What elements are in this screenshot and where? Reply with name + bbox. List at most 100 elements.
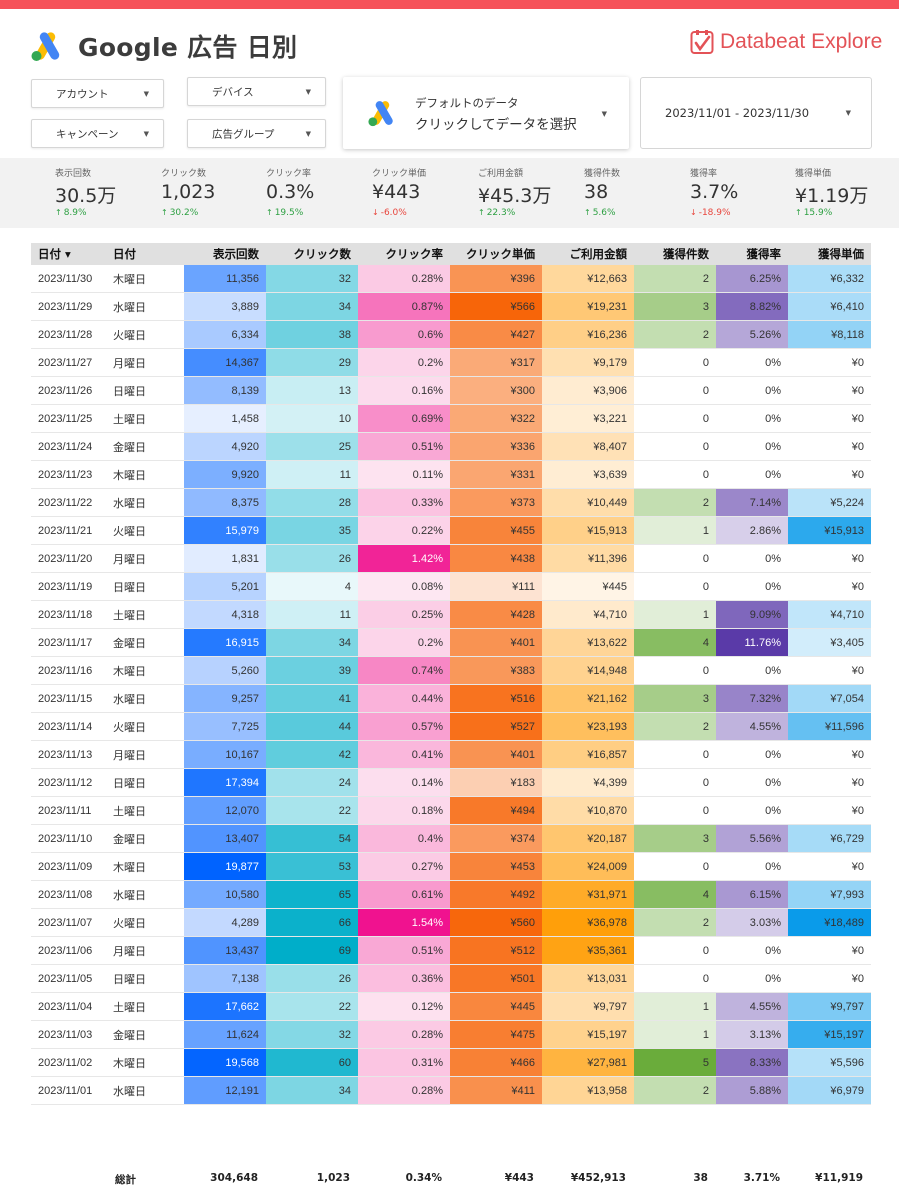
cell-conv: 0 (634, 404, 716, 433)
cell-weekday: 木曜日 (106, 656, 184, 685)
cell-cost: ¥14,948 (542, 656, 634, 685)
cell-cpa: ¥0 (788, 740, 871, 769)
cell-imp: 19,877 (184, 852, 266, 881)
cell-cpc: ¥512 (450, 936, 542, 965)
header-weekday: 日付 (106, 243, 184, 265)
cell-cpa: ¥0 (788, 572, 871, 601)
brand-logo: Databeat Explore (690, 29, 882, 55)
cell-cpa: ¥9,797 (788, 992, 871, 1021)
cell-date: 2023/11/17 (31, 628, 106, 657)
cell-imp: 5,260 (184, 656, 266, 685)
cell-conv: 0 (634, 432, 716, 461)
ad-group-filter[interactable]: 広告グループ ▼ (187, 119, 326, 148)
cell-cvr: 3.03% (716, 908, 788, 937)
totals-conversions: 38 (693, 1172, 708, 1184)
cell-weekday: 火曜日 (106, 320, 184, 349)
header-date-sort[interactable]: 日付 ▾ (31, 243, 106, 265)
cell-ctr: 0.25% (358, 600, 450, 629)
daily-table: 日付 ▾ 日付 表示回数 クリック数 クリック率 クリック単価 ご利用金額 獲得件数 獲得率 獲得… (31, 243, 871, 1105)
kpi-label: 獲得率 (690, 169, 718, 179)
cell-ctr: 0.18% (358, 796, 450, 825)
cell-weekday: 水曜日 (106, 488, 184, 517)
cell-cpc: ¥453 (450, 852, 542, 881)
cell-conv: 1 (634, 992, 716, 1021)
data-source-selector[interactable]: デフォルトのデータ クリックしてデータを選択 ▼ (343, 77, 629, 149)
cell-clk: 65 (266, 880, 358, 909)
table-row: 2023/11/28 火曜日 6,334 38 0.6% ¥427 ¥16,236 2 5.26… (31, 320, 871, 349)
cell-date: 2023/11/05 (31, 964, 106, 993)
cell-conv: 3 (634, 292, 716, 321)
cell-weekday: 木曜日 (106, 1048, 184, 1077)
cell-conv: 2 (634, 488, 716, 517)
cell-date: 2023/11/11 (31, 796, 106, 825)
table-row: 2023/11/07 火曜日 4,289 66 1.54% ¥560 ¥36,978 2 3.0… (31, 908, 871, 937)
cell-conv: 0 (634, 852, 716, 881)
kpi-delta-value: -6.0% (380, 208, 407, 218)
cell-imp: 14,367 (184, 348, 266, 377)
cell-cpa: ¥5,224 (788, 488, 871, 517)
table-row: 2023/11/25 土曜日 1,458 10 0.69% ¥322 ¥3,221 0 0% ¥0 (31, 404, 871, 433)
cell-cost: ¥445 (542, 572, 634, 601)
cell-ctr: 0.11% (358, 460, 450, 489)
brand-name: Databeat Explore (720, 30, 883, 53)
data-source-prompt: クリックしてデータを選択 (415, 117, 577, 133)
cell-weekday: 金曜日 (106, 628, 184, 657)
account-filter[interactable]: アカウント ▼ (31, 79, 164, 108)
kpi-scorecards (0, 158, 899, 228)
kpi-delta: ↑ 8.9% (55, 208, 160, 218)
cell-imp: 10,580 (184, 880, 266, 909)
table-row: 2023/11/02 木曜日 19,568 60 0.31% ¥466 ¥27,981 5 8.… (31, 1048, 871, 1077)
cell-conv: 0 (634, 768, 716, 797)
cell-date: 2023/11/22 (31, 488, 106, 517)
table-row: 2023/11/09 木曜日 19,877 53 0.27% ¥453 ¥24,009 0 0%… (31, 852, 871, 881)
cell-cost: ¥19,231 (542, 292, 634, 321)
cell-imp: 11,624 (184, 1020, 266, 1049)
table-row: 2023/11/27 月曜日 14,367 29 0.2% ¥317 ¥9,179 0 0% ¥0 (31, 348, 871, 377)
cell-cvr: 8.82% (716, 292, 788, 321)
cell-cpa: ¥7,054 (788, 684, 871, 713)
totals-cost: ¥452,913 (570, 1172, 626, 1184)
cell-cpc: ¥466 (450, 1048, 542, 1077)
cell-cpc: ¥428 (450, 600, 542, 629)
cell-ctr: 0.16% (358, 376, 450, 405)
cell-clk: 29 (266, 348, 358, 377)
date-range-picker[interactable]: 2023/11/01 - 2023/11/30 ▼ (640, 77, 872, 149)
cell-conv: 1 (634, 600, 716, 629)
cell-ctr: 0.28% (358, 1076, 450, 1105)
cell-cost: ¥4,399 (542, 768, 634, 797)
table-row: 2023/11/21 火曜日 15,979 35 0.22% ¥455 ¥15,913 1 2.… (31, 516, 871, 545)
cell-conv: 1 (634, 1020, 716, 1049)
cell-cost: ¥23,193 (542, 712, 634, 741)
cell-cost: ¥3,639 (542, 460, 634, 489)
cell-cvr: 2.86% (716, 516, 788, 545)
cell-cvr: 5.26% (716, 320, 788, 349)
cell-weekday: 金曜日 (106, 1020, 184, 1049)
kpi-delta: ↑ 5.6% (584, 208, 689, 218)
campaign-filter[interactable]: キャンペーン ▼ (31, 119, 164, 148)
cell-cpc: ¥455 (450, 516, 542, 545)
cell-cost: ¥3,906 (542, 376, 634, 405)
header-impressions: 表示回数 (184, 243, 266, 265)
cell-clk: 38 (266, 320, 358, 349)
cell-cost: ¥13,031 (542, 964, 634, 993)
header-clicks: クリック数 (266, 243, 358, 265)
cell-ctr: 0.2% (358, 628, 450, 657)
cell-cpc: ¥445 (450, 992, 542, 1021)
table-row: 2023/11/04 土曜日 17,662 22 0.12% ¥445 ¥9,797 1 4.5… (31, 992, 871, 1021)
device-filter[interactable]: デバイス ▼ (187, 77, 326, 106)
cell-ctr: 0.57% (358, 712, 450, 741)
cell-clk: 10 (266, 404, 358, 433)
header-ctr: クリック率 (358, 243, 450, 265)
kpi-value: ¥1.19万 (795, 185, 869, 207)
cell-conv: 0 (634, 572, 716, 601)
cell-clk: 54 (266, 824, 358, 853)
totals-cpc: ¥443 (504, 1172, 534, 1184)
table-row: 2023/11/03 金曜日 11,624 32 0.28% ¥475 ¥15,197 1 3.… (31, 1020, 871, 1049)
cell-cpc: ¥331 (450, 460, 542, 489)
table-row: 2023/11/13 月曜日 10,167 42 0.41% ¥401 ¥16,857 0 0%… (31, 740, 871, 769)
cell-cvr: 7.32% (716, 684, 788, 713)
totals-row: 総計 304,648 1,023 0.34% ¥443 ¥452,913 38 … (31, 1168, 871, 1190)
cell-cvr: 0% (716, 936, 788, 965)
chevron-down-icon: ▼ (305, 129, 311, 138)
cell-cvr: 4.55% (716, 992, 788, 1021)
